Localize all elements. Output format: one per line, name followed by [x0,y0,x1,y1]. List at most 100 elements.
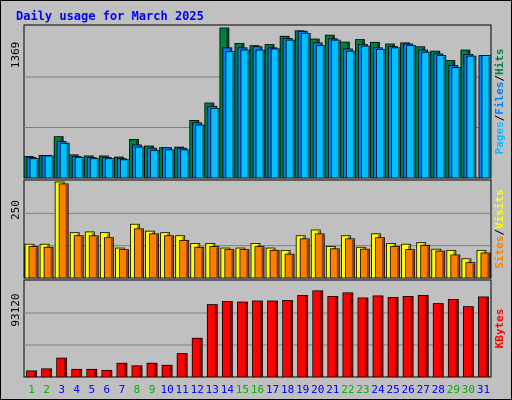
bar-shade [79,370,82,376]
bar-shade [187,150,190,177]
bar-sites-day-22 [344,238,355,279]
bar-sites-day-25 [390,246,400,279]
bar-shade [50,248,53,277]
day-label-15: 15 [236,383,249,396]
bar-sites-day-1 [28,246,39,279]
bar-sites-day-16 [254,246,265,279]
bar-sites-day-12 [194,246,205,279]
bar-shade [49,369,52,376]
bar-kbytes-day-27 [417,294,429,378]
day-label-3: 3 [58,383,65,396]
bar-sites-day-24 [375,237,385,279]
bar-shade [290,301,293,376]
bar-shade [291,255,294,277]
day-label-4: 4 [73,383,80,396]
bar-sites-day-2 [43,246,54,279]
bar-shade [51,156,54,177]
bar-shade [322,46,325,178]
bar-shade [425,296,428,376]
day-label-14: 14 [221,383,235,396]
bar-sites-day-15 [239,249,250,279]
bar-shade [141,148,144,177]
bar-kbytes-day-23 [357,297,369,378]
bar-shade [199,339,202,376]
bar-shade [171,236,174,277]
bar-kbytes-day-17 [267,300,278,378]
bar-kbytes-day-15 [237,301,248,378]
bar-pages-day-30 [466,55,477,179]
bar-shade [110,238,113,277]
bar-shade [66,144,69,177]
bar-shade [306,239,309,277]
day-label-22: 22 [341,383,354,396]
chart-panels: 1369Pages/Files/Hits250Sites/Visits93120… [9,24,506,378]
bar-shade [140,229,143,277]
bar-kbytes-day-28 [432,303,444,378]
legend-item: Pages [493,121,506,154]
bar-sites-day-9 [149,233,159,279]
bar-shade [367,47,370,178]
day-label-6: 6 [104,383,111,396]
bar-shade [81,158,84,177]
day-label-18: 18 [281,383,294,396]
bar-kbytes-day-6 [101,369,113,378]
bar-kbytes-day-7 [116,362,128,378]
bar-shade [485,297,488,376]
bar-shade [455,300,458,376]
bar-kbytes-day-8 [131,365,143,378]
day-label-21: 21 [326,383,339,396]
bar-shade [412,250,415,277]
bar-kbytes-day-9 [146,362,158,378]
bar-shade [229,302,232,376]
bar-shade [470,307,473,376]
bar-shade [169,366,172,376]
bar-kbytes-day-2 [41,368,52,378]
day-label-20: 20 [311,383,324,396]
bar-shade [321,234,324,277]
panel-kbytes: 93120 KBytes [9,279,506,378]
bar-shade [458,68,461,177]
day-label-10: 10 [160,383,173,396]
bar-shade [442,252,445,277]
bar-shade [487,254,490,277]
bar-sites-day-5 [88,235,99,279]
bar-shade [428,53,431,177]
bar-shade [352,52,355,177]
day-label-8: 8 [134,383,141,396]
day-label-23: 23 [356,383,369,396]
bar-shade [65,184,68,277]
day-label-25: 25 [386,383,399,396]
bar-sites-day-19 [299,238,310,279]
panel-max-label: 250 [9,200,22,220]
bar-shade [440,304,443,376]
bar-shade [34,371,37,376]
bar-shade [201,248,204,277]
bar-pages-day-31 [481,55,492,179]
bar-sites-day-23 [360,248,370,279]
bar-shade [214,305,217,376]
legend-item: Sites [493,236,506,269]
bar-shade [350,293,353,376]
bar-shade [154,364,157,376]
bar-kbytes-day-20 [312,290,324,378]
bar-sites-day-10 [164,235,175,279]
legend-item: KBytes [493,309,506,349]
bar-kbytes-day-3 [56,357,68,378]
bar-shade [336,249,339,277]
bar-shade [261,247,264,277]
bar-sites-day-27 [420,244,431,279]
legend-item: Visits [493,189,506,229]
bar-shade [262,51,265,177]
bar-sites-day-14 [224,249,235,279]
bar-shade [36,159,39,177]
bar-kbytes-day-30 [463,306,474,378]
bar-shade [383,50,386,177]
bar-shade [260,301,262,376]
day-label-31: 31 [477,383,490,396]
day-label-11: 11 [176,383,189,396]
bar-shade [337,41,340,177]
bar-kbytes-day-1 [26,370,37,378]
bar-sites-day-17 [269,249,280,279]
bar-shade [216,247,219,277]
